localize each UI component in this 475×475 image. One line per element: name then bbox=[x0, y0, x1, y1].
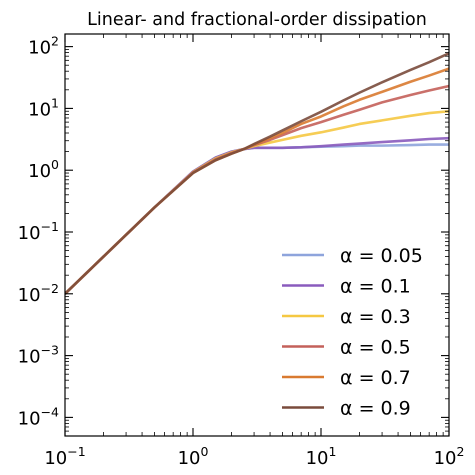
legend-label-6: α = 0.9 bbox=[340, 398, 411, 420]
legend: α = 0.05 α = 0.1 α = 0.3 α = 0.5 α = 0.7 α = … bbox=[282, 245, 423, 420]
series-line-2 bbox=[65, 136, 449, 295]
series-line-1 bbox=[65, 143, 449, 295]
legend-label-4: α = 0.5 bbox=[340, 337, 411, 359]
legend-label-1: α = 0.05 bbox=[340, 245, 423, 267]
y-tick-label-4: 100 bbox=[28, 157, 59, 182]
legend-label-5: α = 0.7 bbox=[340, 367, 411, 389]
tick-layer: 10−1 100 101 102 10−4 10−3 10−2 10−1 100 101 102 bbox=[18, 34, 465, 469]
y-tick-label-6: 102 bbox=[28, 34, 59, 59]
series-layer bbox=[65, 52, 449, 295]
chart-title: Linear- and fractional-order dissipation bbox=[87, 10, 427, 30]
x-tick-label-2: 101 bbox=[306, 444, 337, 469]
y-tick-label-5: 101 bbox=[28, 95, 59, 120]
x-tick-label-3: 102 bbox=[434, 444, 465, 469]
legend-label-3: α = 0.3 bbox=[340, 306, 411, 328]
y-tick-label-3: 10−1 bbox=[18, 219, 59, 244]
y-tick-label-1: 10−3 bbox=[18, 343, 59, 368]
y-tick-label-2: 10−2 bbox=[18, 281, 59, 306]
legend-label-2: α = 0.1 bbox=[340, 276, 411, 298]
x-tick-label-0: 10−1 bbox=[44, 444, 85, 469]
y-tick-label-0: 10−4 bbox=[18, 404, 59, 429]
series-line-6 bbox=[65, 52, 449, 295]
x-tick-label-1: 100 bbox=[178, 444, 209, 469]
